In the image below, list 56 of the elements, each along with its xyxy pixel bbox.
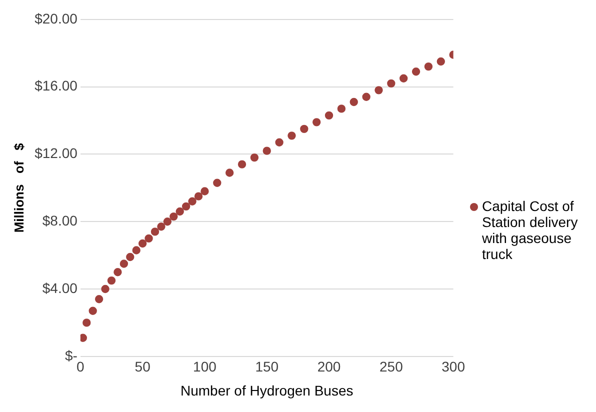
point: [312, 118, 321, 126]
point: [120, 260, 128, 268]
x-axis-title: Number of Hydrogen Buses: [180, 382, 354, 398]
y-axis-title: Millions of $: [11, 142, 26, 233]
point: [337, 104, 346, 113]
point: [412, 68, 420, 76]
x-tick-label: 250: [379, 358, 404, 375]
x-tick-label: 0: [76, 358, 85, 375]
point: [157, 222, 166, 231]
point: [176, 207, 184, 216]
point: [188, 197, 196, 206]
y-tick-label: $12.00: [34, 145, 78, 162]
point: [238, 160, 246, 168]
y-tick-label: $20.00: [34, 10, 78, 26]
point: [88, 306, 97, 316]
y-tick-label: $4.00: [42, 280, 78, 296]
x-tick-label: 50: [134, 358, 151, 375]
point: [288, 132, 296, 140]
point: [150, 228, 160, 236]
legend-label: Capital Cost of Station delivery with gaseouse truck: [482, 198, 579, 262]
point: [94, 295, 104, 304]
point: [374, 86, 383, 94]
point: [424, 62, 433, 71]
x-tick-label: 200: [317, 358, 341, 375]
point: [262, 146, 271, 155]
point: [300, 124, 308, 134]
y-tick-label: $-: [64, 347, 78, 364]
point: [200, 187, 209, 196]
point: [324, 111, 334, 120]
point: [114, 268, 122, 276]
point: [213, 178, 222, 187]
point: [80, 334, 88, 342]
point: [82, 318, 91, 327]
point: [250, 153, 259, 162]
x-tick-label: 300: [442, 358, 466, 375]
point: [138, 239, 147, 248]
point: [132, 246, 140, 254]
point: [225, 168, 234, 177]
point: [436, 57, 445, 66]
point: [101, 284, 110, 294]
point: [275, 138, 284, 147]
point: [350, 98, 358, 106]
point: [362, 92, 370, 102]
x-tick-label: 150: [255, 358, 279, 375]
y-tick-label: $16.00: [34, 78, 78, 94]
point: [194, 192, 203, 200]
point: [182, 202, 190, 211]
point: [170, 212, 178, 221]
point: [126, 252, 134, 262]
point: [400, 74, 408, 82]
y-tick-label: $8.00: [42, 212, 78, 228]
point: [107, 276, 116, 285]
point: [163, 218, 172, 226]
point: [387, 79, 396, 88]
point: [144, 234, 153, 243]
x-tick-label: 100: [193, 358, 217, 375]
